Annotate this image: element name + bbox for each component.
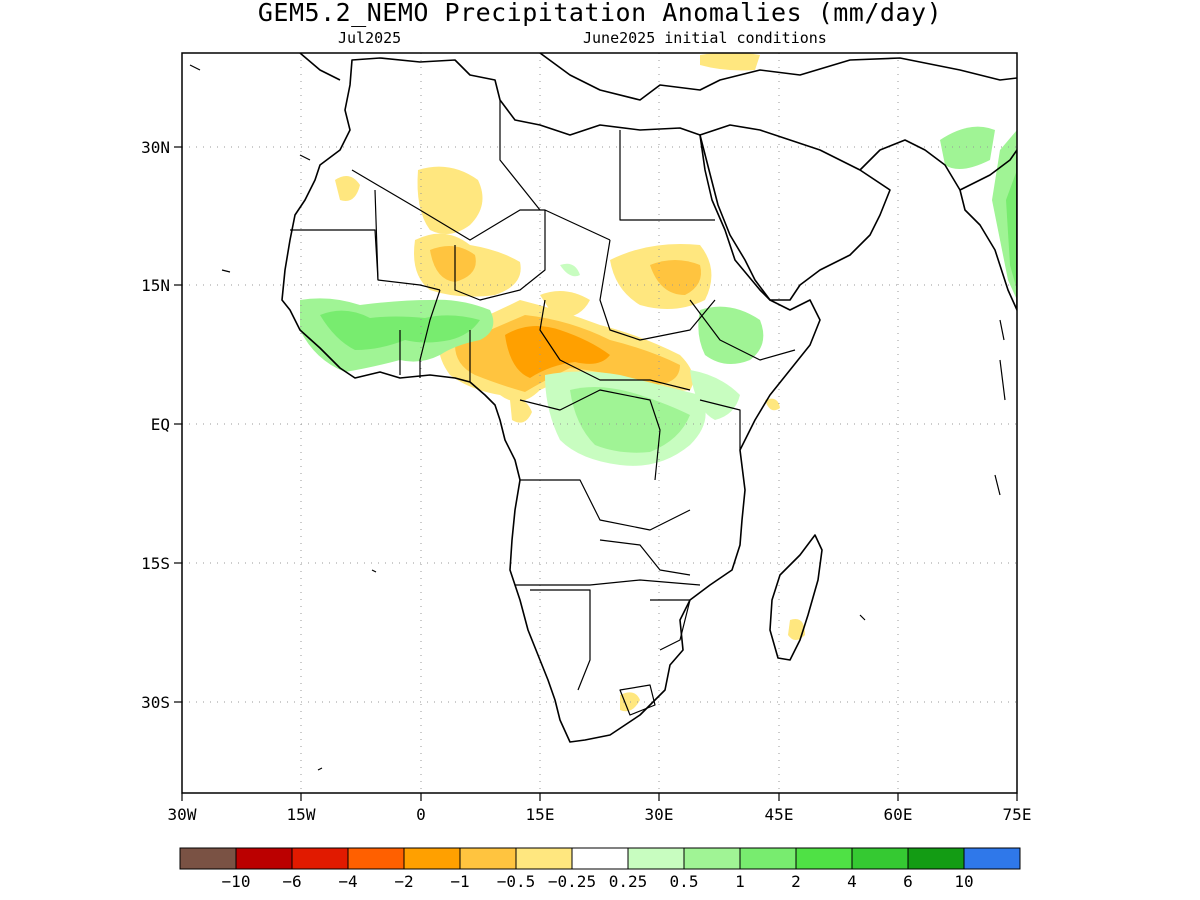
anomaly-madagascar-dry: [788, 619, 805, 640]
colorbar-label: −1: [450, 872, 469, 891]
colorbar-label: 0.5: [670, 872, 699, 891]
anomaly-chad-wet: [560, 263, 580, 277]
colorbar-label: 1: [735, 872, 745, 891]
anomaly-india-wet-core: [1006, 170, 1017, 290]
lat-label: EQ: [151, 415, 170, 434]
longitude-labels: 30W 15W 0 15E 30E 45E 60E 75E: [168, 805, 1032, 824]
lon-label: 15W: [287, 805, 316, 824]
coastlines: [281, 53, 1017, 743]
map-gridlines: [182, 53, 1017, 793]
anomaly-mauritania-dry: [335, 176, 360, 201]
colorbar-label: 4: [847, 872, 857, 891]
lat-label: 15N: [141, 276, 170, 295]
colorbar-swatch: [347, 847, 405, 870]
colorbar-swatch: [627, 847, 685, 870]
anomaly-shading: [300, 53, 1017, 712]
colorbar-swatch: [179, 847, 237, 870]
latitude-labels: 30N 15N EQ 15S 30S: [141, 138, 170, 712]
colorbar-swatch: [683, 847, 741, 870]
arabia-coastline: [699, 124, 891, 301]
country-borders: [290, 100, 796, 716]
colorbar-swatch: [739, 847, 797, 870]
anomaly-sahel-dry-core: [505, 326, 610, 378]
colorbar-label: 0.25: [609, 872, 648, 891]
lon-label: 45E: [765, 805, 794, 824]
anomaly-ethiopia-wet: [698, 306, 764, 364]
anomaly-cameroon-dry: [510, 398, 532, 423]
colorbar-swatch: [907, 847, 965, 870]
anomaly-east-africa-wet: [690, 370, 740, 420]
forecast-month: Jul2025: [338, 29, 401, 47]
colorbar-swatch: [963, 847, 1021, 870]
lon-label: 75E: [1003, 805, 1032, 824]
colorbar-swatch: [515, 847, 573, 870]
anomaly-somalia-dry: [765, 398, 780, 411]
lon-label: 30W: [168, 805, 197, 824]
india-coastline: [959, 149, 1017, 311]
colorbar-swatch: [403, 847, 461, 870]
persian-gulf-coastline: [859, 139, 961, 191]
europe-coastline: [299, 53, 1017, 101]
lon-label: 60E: [884, 805, 913, 824]
colorbar-label: −6: [282, 872, 301, 891]
colorbar-swatch: [459, 847, 517, 870]
lat-label: 15S: [141, 554, 170, 573]
lat-label: 30S: [141, 693, 170, 712]
lon-label: 0: [416, 805, 426, 824]
colorbar-label: −4: [338, 872, 357, 891]
colorbar-label: −2: [394, 872, 413, 891]
anomaly-gulf-dry: [700, 53, 760, 71]
lon-label: 30E: [645, 805, 674, 824]
colorbar-label: 2: [791, 872, 801, 891]
map-title: GEM5.2_NEMO Precipitation Anomalies (mm/…: [258, 0, 942, 27]
anomaly-sahara-dry-west: [417, 166, 483, 234]
islands: [189, 64, 1006, 771]
madagascar-coastline: [769, 534, 823, 661]
colorbar-swatch: [571, 847, 629, 870]
lat-label: 30N: [141, 138, 170, 157]
anomaly-mali-dry-core: [430, 246, 476, 282]
colorbar-label: 10: [954, 872, 973, 891]
colorbar-label: −0.25: [548, 872, 596, 891]
anomaly-arabia-wet: [940, 126, 995, 169]
tick-marks: [174, 146, 1018, 801]
colorbar-swatch: [851, 847, 909, 870]
colorbar-label: −10: [222, 872, 251, 891]
colorbar-swatch: [795, 847, 853, 870]
anomaly-sudan-dry-core: [650, 260, 701, 295]
anomaly-congo-wet-core: [570, 386, 690, 453]
map-frame: [181, 52, 1018, 794]
colorbar-swatch: [235, 847, 293, 870]
colorbar-label: −0.5: [497, 872, 536, 891]
colorbar: −10 −6 −4 −2 −1 −0.5 −0.25 0.25 0.5 1 2 4 6 10: [179, 847, 1021, 891]
colorbar-swatch: [291, 847, 349, 870]
lon-label: 15E: [526, 805, 555, 824]
colorbar-label: 6: [903, 872, 913, 891]
initial-conditions-label: June2025 initial conditions: [583, 29, 827, 47]
